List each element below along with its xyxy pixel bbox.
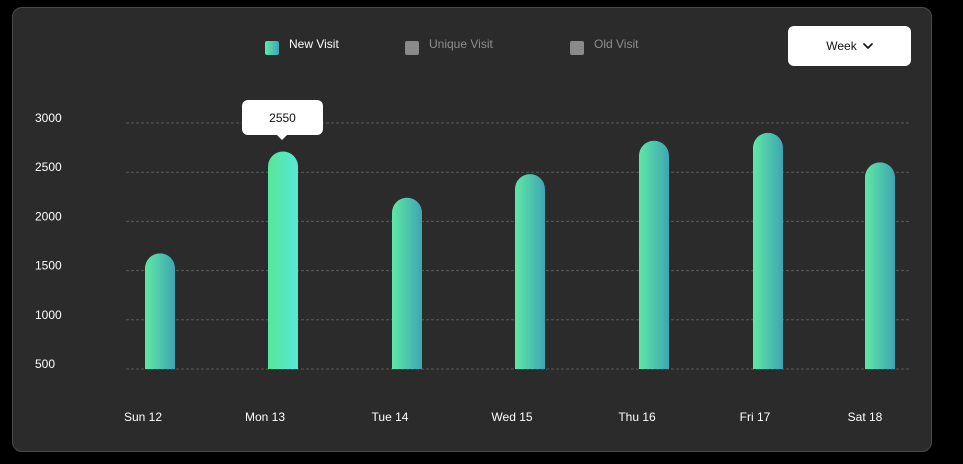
x-tick-label: Fri 17 bbox=[740, 410, 771, 424]
legend-label: New Visit bbox=[289, 37, 339, 51]
bar-sun-12[interactable] bbox=[145, 253, 175, 369]
bar-sat-18[interactable] bbox=[865, 162, 895, 369]
chevron-down-icon bbox=[862, 42, 873, 50]
legend-item-old-visit[interactable]: Old Visit bbox=[570, 35, 638, 55]
tooltip-value: 2550 bbox=[269, 110, 296, 125]
x-tick-label: Wed 15 bbox=[491, 410, 532, 424]
legend-item-unique-visit[interactable]: Unique Visit bbox=[405, 35, 493, 55]
legend-item-new-visit[interactable]: New Visit bbox=[265, 35, 339, 55]
x-tick-label: Tue 14 bbox=[372, 410, 409, 424]
bar-wed-15[interactable] bbox=[515, 174, 545, 369]
legend-swatch-old-visit bbox=[570, 41, 584, 55]
x-tick-label: Sat 18 bbox=[848, 410, 883, 424]
y-tick-label: 1500 bbox=[35, 259, 62, 273]
legend-label: Old Visit bbox=[594, 37, 639, 51]
period-dropdown[interactable]: Week bbox=[788, 26, 911, 66]
period-dropdown-label: Week bbox=[826, 39, 857, 53]
y-tick-label: 2000 bbox=[35, 209, 62, 223]
y-tick-label: 1000 bbox=[35, 308, 62, 322]
legend-swatch-new-visit bbox=[265, 41, 279, 55]
bar-tooltip: 2550 bbox=[242, 100, 323, 140]
legend-swatch-unique-visit bbox=[405, 41, 419, 55]
x-tick-label: Mon 13 bbox=[245, 410, 285, 424]
legend-label: Unique Visit bbox=[429, 37, 493, 51]
bar-thu-16[interactable] bbox=[639, 140, 669, 369]
y-tick-label: 500 bbox=[35, 357, 55, 371]
y-tick-label: 2500 bbox=[35, 160, 62, 174]
bar-tue-14[interactable] bbox=[392, 197, 422, 369]
x-tick-label: Thu 16 bbox=[618, 410, 656, 424]
x-tick-label: Sun 12 bbox=[124, 410, 162, 424]
bar-mon-13[interactable] bbox=[268, 151, 298, 369]
y-tick-label: 3000 bbox=[35, 111, 62, 125]
bar-fri-17[interactable] bbox=[753, 132, 783, 369]
